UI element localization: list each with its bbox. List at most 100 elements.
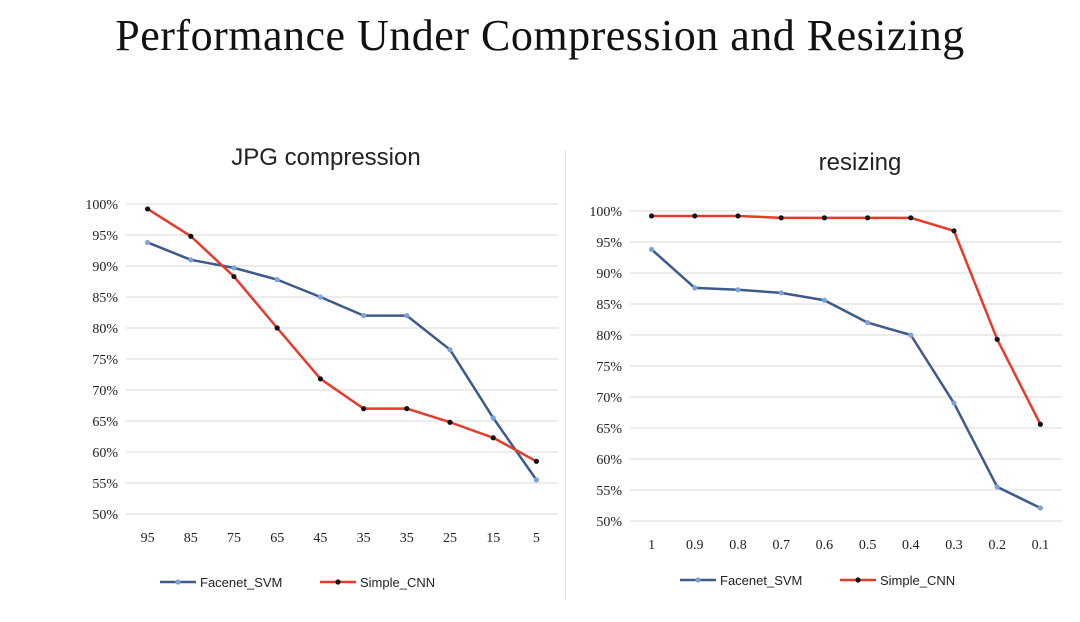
jpg-y-tick-label: 65% xyxy=(92,415,118,430)
jpg-legend-facenet-svm-label: Facenet_SVM xyxy=(200,575,282,590)
resize-y-tick-label: 60% xyxy=(596,453,622,468)
resize-y-tick-label: 90% xyxy=(596,267,622,282)
resize-facenet-svm-point xyxy=(994,484,1000,490)
resize-x-tick-label: 0.2 xyxy=(988,538,1006,553)
jpg-legend-simple-cnn-marker xyxy=(335,579,341,585)
resize-simple-cnn-point xyxy=(649,213,655,219)
resize-x-tick-label: 0.9 xyxy=(686,538,704,553)
chart-divider xyxy=(565,150,566,600)
resize-x-tick-label: 0.5 xyxy=(859,538,877,553)
resize-legend-facenet-svm-marker xyxy=(695,577,701,583)
resize-simple-cnn-line xyxy=(651,214,1042,425)
jpg-facenet-svm-point xyxy=(231,265,237,271)
jpg-y-tick-label: 60% xyxy=(92,446,118,461)
resize-facenet-svm-point xyxy=(821,297,828,303)
jpg-y-tick-label: 100% xyxy=(85,198,118,213)
jpg-x-tick-label: 65 xyxy=(270,531,284,546)
resize-y-tick-label: 75% xyxy=(596,360,622,375)
resize-facenet-svm-point xyxy=(908,332,914,338)
jpg-simple-cnn-point xyxy=(231,273,237,280)
jpg-y-tick-label: 75% xyxy=(92,353,118,368)
resize-legend-simple-cnn-marker xyxy=(855,577,861,583)
jpg-y-tick-label: 85% xyxy=(92,291,118,306)
jpg-simple-cnn-point xyxy=(274,325,280,331)
jpg-chart-title: JPG compression xyxy=(231,144,420,171)
resize-y-tick-label: 100% xyxy=(589,205,622,220)
jpg-compression-chart: JPG compression 50% 55% 60% 65% 70% 75% 80% 85% 9… xyxy=(85,144,558,590)
resize-x-tick-label: 0.8 xyxy=(729,538,747,553)
resize-y-tick-label: 65% xyxy=(596,422,622,437)
resize-facenet-svm-point xyxy=(951,400,957,406)
resize-x-tick-label: 0.1 xyxy=(1032,538,1050,553)
resize-y-tick-label: 95% xyxy=(596,236,622,251)
resize-facenet-svm-point xyxy=(649,246,655,253)
jpg-simple-cnn-point xyxy=(404,406,410,412)
jpg-facenet-svm-line xyxy=(147,241,538,481)
jpg-facenet-svm-point xyxy=(317,294,323,300)
resize-facenet-svm-point xyxy=(692,285,698,291)
jpg-simple-cnn-point xyxy=(361,406,367,412)
jpg-facenet-svm-point xyxy=(404,313,410,319)
jpg-x-tick-label: 15 xyxy=(486,531,500,546)
resize-facenet-svm-point xyxy=(735,287,741,293)
resize-simple-cnn-point xyxy=(735,213,741,219)
jpg-simple-cnn-point xyxy=(145,206,151,212)
resize-x-tick-label: 0.3 xyxy=(945,538,963,553)
jpg-y-tick-label: 95% xyxy=(92,229,118,244)
jpg-x-tick-label: 45 xyxy=(313,531,327,546)
jpg-simple-cnn-point xyxy=(317,376,323,382)
resize-simple-cnn-point xyxy=(821,215,828,221)
jpg-y-tick-label: 80% xyxy=(92,322,118,337)
jpg-x-tick-label: 25 xyxy=(443,531,457,546)
resize-simple-cnn-point xyxy=(778,215,784,221)
jpg-facenet-svm-point xyxy=(533,477,540,483)
resize-facenet-svm-point xyxy=(1037,505,1043,511)
jpg-facenet-svm-point xyxy=(188,257,194,263)
jpg-x-tick-label: 5 xyxy=(533,531,540,546)
jpg-facenet-svm-point xyxy=(361,313,367,319)
resize-simple-cnn-point xyxy=(865,215,871,221)
jpg-simple-cnn-point xyxy=(188,233,194,239)
resize-facenet-svm-point xyxy=(865,320,871,326)
jpg-x-tick-label: 35 xyxy=(400,531,414,546)
jpg-facenet-svm-point xyxy=(490,415,496,421)
resize-legend-simple-cnn-label: Simple_CNN xyxy=(880,573,955,588)
resize-chart-title: resizing xyxy=(819,149,902,176)
resize-x-tick-label: 0.4 xyxy=(902,538,920,553)
jpg-facenet-svm-point xyxy=(274,277,280,283)
jpg-x-tick-label: 85 xyxy=(184,531,198,546)
resize-legend-facenet-svm-label: Facenet_SVM xyxy=(720,573,802,588)
jpg-x-tick-label: 75 xyxy=(227,531,241,546)
jpg-legend-facenet-svm-marker xyxy=(175,579,181,585)
slide-title: Performance Under Compression and Resizi… xyxy=(115,11,965,60)
resize-simple-cnn-point xyxy=(908,215,914,221)
jpg-simple-cnn-point xyxy=(447,419,453,425)
resize-y-tick-label: 80% xyxy=(596,329,622,344)
resize-simple-cnn-point xyxy=(951,228,957,234)
resize-y-tick-label: 85% xyxy=(596,298,622,313)
resize-facenet-svm-line xyxy=(650,248,1041,510)
resize-facenet-svm-point xyxy=(778,290,784,296)
jpg-x-tick-label: 95 xyxy=(141,531,155,546)
resize-y-tick-label: 55% xyxy=(596,484,622,499)
jpg-facenet-svm-point xyxy=(145,239,151,246)
jpg-legend-simple-cnn-label: Simple_CNN xyxy=(360,575,435,590)
jpg-y-tick-label: 50% xyxy=(92,508,118,523)
jpg-simple-cnn-point xyxy=(533,458,540,464)
resize-simple-cnn-point xyxy=(692,213,698,219)
jpg-y-tick-label: 70% xyxy=(92,384,118,399)
jpg-y-tick-label: 90% xyxy=(92,260,118,275)
resize-x-tick-label: 0.7 xyxy=(772,538,790,553)
jpg-simple-cnn-point xyxy=(490,435,496,441)
resize-y-tick-label: 70% xyxy=(596,391,622,406)
resize-x-tick-label: 0.6 xyxy=(816,538,834,553)
jpg-simple-cnn-line xyxy=(146,207,537,463)
resize-y-tick-label: 50% xyxy=(596,515,622,530)
resize-simple-cnn-point xyxy=(1037,421,1043,427)
jpg-y-tick-label: 55% xyxy=(92,477,118,492)
resize-simple-cnn-point xyxy=(994,336,1000,342)
resize-x-tick-label: 1 xyxy=(648,538,655,553)
jpg-facenet-svm-point xyxy=(447,347,453,353)
jpg-x-tick-label: 35 xyxy=(357,531,371,546)
